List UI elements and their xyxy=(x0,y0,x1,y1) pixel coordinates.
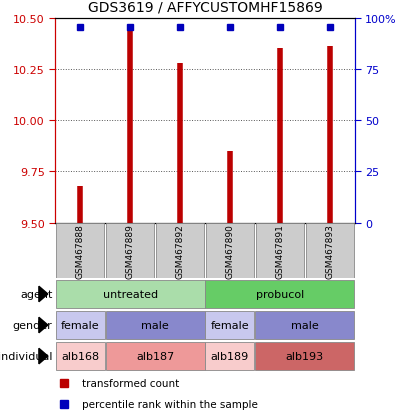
Bar xyxy=(106,311,204,339)
Text: GSM467892: GSM467892 xyxy=(175,223,184,278)
Text: percentile rank within the sample: percentile rank within the sample xyxy=(82,399,258,409)
Polygon shape xyxy=(39,318,48,333)
Text: agent: agent xyxy=(20,289,52,299)
Title: GDS3619 / AFFYCUSTOMHF15869: GDS3619 / AFFYCUSTOMHF15869 xyxy=(88,1,321,14)
Text: male: male xyxy=(141,320,169,330)
Bar xyxy=(106,342,204,370)
Text: female: female xyxy=(61,320,99,330)
Text: probucol: probucol xyxy=(255,289,303,299)
Text: alb187: alb187 xyxy=(136,351,174,361)
Bar xyxy=(106,223,154,278)
Text: GSM467888: GSM467888 xyxy=(76,223,85,278)
Text: GSM467889: GSM467889 xyxy=(126,223,134,278)
Bar xyxy=(56,223,104,278)
Text: GSM467893: GSM467893 xyxy=(324,223,333,278)
Text: alb193: alb193 xyxy=(285,351,323,361)
Bar xyxy=(56,342,104,370)
Text: male: male xyxy=(290,320,318,330)
Bar xyxy=(156,223,204,278)
Polygon shape xyxy=(39,349,48,364)
Bar xyxy=(305,223,353,278)
Bar xyxy=(255,342,353,370)
Text: GSM467891: GSM467891 xyxy=(275,223,283,278)
Bar xyxy=(255,223,303,278)
Text: female: female xyxy=(210,320,249,330)
Text: untreated: untreated xyxy=(102,289,157,299)
Bar xyxy=(205,342,254,370)
Text: alb168: alb168 xyxy=(61,351,99,361)
Polygon shape xyxy=(39,287,48,302)
Text: transformed count: transformed count xyxy=(82,378,179,388)
Text: GSM467890: GSM467890 xyxy=(225,223,234,278)
Bar xyxy=(205,311,254,339)
Text: gender: gender xyxy=(13,320,52,330)
Bar xyxy=(205,223,253,278)
Text: alb189: alb189 xyxy=(210,351,248,361)
Bar xyxy=(205,280,353,309)
Bar xyxy=(56,311,104,339)
Text: individual: individual xyxy=(0,351,52,361)
Bar xyxy=(56,280,204,309)
Bar xyxy=(255,311,353,339)
